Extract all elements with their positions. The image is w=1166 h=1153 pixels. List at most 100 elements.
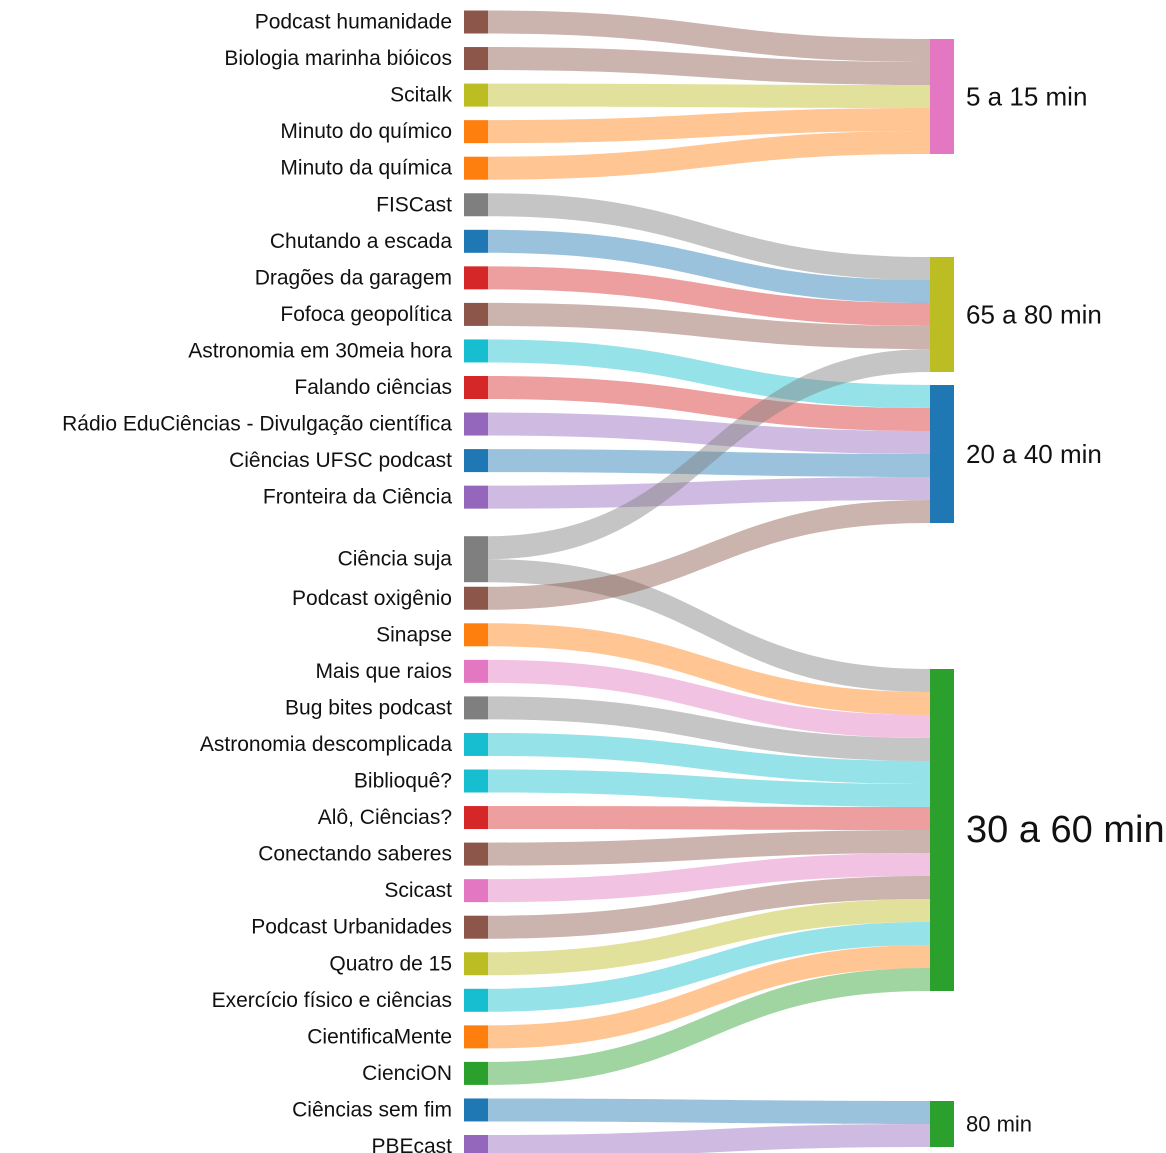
source-label-quatro-de-15: Quatro de 15: [329, 952, 452, 975]
source-label-alo-ciencias: Alô, Ciências?: [318, 806, 452, 829]
source-node-biologia-marinha-bioicos: [464, 47, 488, 71]
source-node-conectando-saberes: [464, 842, 488, 866]
source-label-scitalk: Scitalk: [390, 84, 452, 107]
source-node-scitalk: [464, 83, 488, 107]
source-node-falando-ciencias: [464, 376, 488, 399]
source-label-ciencias-sem-fim: Ciências sem fim: [292, 1098, 452, 1121]
target-label-80-min: 80 min: [966, 1112, 1032, 1137]
source-node-ciencia-suja: [464, 536, 488, 583]
link-minuto-da-quimica-t5: [488, 131, 930, 180]
target-node-65-a-80-min: [930, 257, 954, 372]
source-label-astronomia-descomplicada: Astronomia descomplicada: [200, 733, 452, 756]
source-label-biologia-marinha-bioicos: Biologia marinha bióicos: [224, 47, 452, 70]
link-chutando-a-escada-t65: [488, 229, 930, 303]
target-node-30-a-60-min: [930, 669, 954, 991]
link-biblioque-t30: [488, 769, 930, 807]
source-nodes-layer: Podcast humanidade Biologia marinha bióic…: [62, 10, 488, 1153]
link-podcast-oxigenio-t20: [488, 500, 930, 610]
source-label-fofoca-geopolitica: Fofoca geopolítica: [280, 303, 452, 326]
source-node-podcast-oxigenio: [464, 586, 488, 610]
link-astronomia-descomplicada-t30: [488, 732, 930, 784]
source-node-radio-educiencias-divulgacao-cientifica: [464, 412, 488, 436]
link-ciencia-suja-t30: [488, 559, 930, 692]
link-mais-que-raios-t30: [488, 659, 930, 738]
link-scicast-t30: [488, 853, 930, 903]
link-alo-ciencias-t30: [488, 806, 930, 830]
source-label-cientificamente: CientificaMente: [307, 1025, 452, 1048]
source-label-falando-ciencias: Falando ciências: [294, 376, 452, 399]
source-label-minuto-do-quimico: Minuto do químico: [280, 120, 452, 143]
link-ciencion-t30: [488, 968, 930, 1085]
source-node-podcast-urbanidades: [464, 915, 488, 939]
link-falando-ciencias-t20: [488, 376, 930, 431]
source-node-scicast: [464, 879, 488, 903]
source-node-pbecast: [464, 1135, 488, 1153]
source-label-minuto-da-quimica: Minuto da química: [280, 157, 452, 180]
target-node-80-min: [930, 1101, 954, 1147]
source-node-podcast-humanidade: [464, 10, 488, 34]
source-label-sinapse: Sinapse: [376, 623, 452, 646]
link-fiscast-t65: [488, 193, 930, 280]
source-label-radio-educiencias-divulgacao-cientifica: Rádio EduCiências - Divulgação científic…: [62, 413, 452, 436]
source-node-ciencias-sem-fim: [464, 1098, 488, 1122]
source-node-mais-que-raios: [464, 659, 488, 683]
target-label-65-a-80-min: 65 a 80 min: [966, 300, 1102, 330]
link-radio-educiencias-divulgacao-cientifica-t20: [488, 412, 930, 454]
links-layer: [488, 10, 930, 1153]
link-ciencia-suja-t65: [488, 349, 930, 560]
link-quatro-de-15-t30: [488, 899, 930, 976]
source-label-podcast-humanidade: Podcast humanidade: [255, 11, 452, 34]
source-label-dragoes-da-garagem: Dragões da garagem: [255, 266, 452, 289]
source-label-bug-bites-podcast: Bug bites podcast: [285, 696, 452, 719]
source-label-fiscast: FISCast: [376, 193, 452, 216]
source-node-astronomia-em-30meia-hora: [464, 339, 488, 363]
source-label-ciencion: CienciON: [362, 1062, 452, 1085]
link-conectando-saberes-t30: [488, 830, 930, 866]
source-label-mais-que-raios: Mais que raios: [315, 660, 452, 683]
target-label-20-a-40-min: 20 a 40 min: [966, 439, 1102, 469]
source-node-biblioque: [464, 769, 488, 793]
source-label-podcast-oxigenio: Podcast oxigênio: [292, 587, 452, 610]
target-nodes-layer: 5 a 15 min 65 a 80 min 20 a 40 min 30 a 60 …: [930, 39, 1165, 1147]
source-node-cientificamente: [464, 1025, 488, 1049]
link-pbecast-t80: [488, 1124, 930, 1153]
source-label-chutando-a-escada: Chutando a escada: [270, 230, 452, 253]
target-node-20-a-40-min: [930, 385, 954, 523]
source-node-minuto-da-quimica: [464, 156, 488, 180]
source-label-exercicio-fisico-e-ciencias: Exercício físico e ciências: [212, 989, 452, 1012]
source-node-exercicio-fisico-e-ciencias: [464, 988, 488, 1012]
source-node-minuto-do-quimico: [464, 120, 488, 144]
source-label-fronteira-da-ciencia: Fronteira da Ciência: [263, 486, 452, 509]
link-biologia-marinha-bioicos-t5: [488, 47, 930, 85]
source-label-pbecast: PBEcast: [371, 1135, 452, 1153]
source-label-biblioque: Biblioquê?: [354, 770, 452, 793]
link-bug-bites-podcast-t30: [488, 696, 930, 761]
source-label-scicast: Scicast: [384, 879, 452, 902]
link-scitalk-t5: [488, 83, 930, 108]
link-podcast-urbanidades-t30: [488, 876, 930, 939]
target-node-5-a-15-min: [930, 39, 954, 154]
link-dragoes-da-garagem-t65: [488, 266, 930, 326]
link-astronomia-em-30meia-hora-t20: [488, 339, 930, 408]
source-node-fronteira-da-ciencia: [464, 485, 488, 509]
source-node-sinapse: [464, 623, 488, 647]
link-ciencias-sem-fim-t80: [488, 1098, 930, 1124]
source-node-ciencias-ufsc-podcast: [464, 449, 488, 473]
source-node-dragoes-da-garagem: [464, 266, 488, 290]
source-node-alo-ciencias: [464, 806, 488, 830]
source-node-quatro-de-15: [464, 952, 488, 976]
source-node-astronomia-descomplicada: [464, 732, 488, 756]
source-node-fiscast: [464, 193, 488, 217]
link-ciencias-ufsc-podcast-t20: [488, 449, 930, 477]
link-podcast-humanidade-t5: [488, 10, 930, 62]
link-fronteira-da-ciencia-t20: [488, 477, 930, 509]
source-label-astronomia-em-30meia-hora: Astronomia em 30meia hora: [188, 339, 452, 362]
source-label-conectando-saberes: Conectando saberes: [258, 843, 452, 866]
link-sinapse-t30: [488, 623, 930, 715]
target-label-30-a-60-min: 30 a 60 min: [966, 809, 1165, 851]
link-fofoca-geopolitica-t65: [488, 302, 930, 349]
source-node-chutando-a-escada: [464, 229, 488, 253]
source-label-ciencias-ufsc-podcast: Ciências UFSC podcast: [229, 449, 452, 472]
